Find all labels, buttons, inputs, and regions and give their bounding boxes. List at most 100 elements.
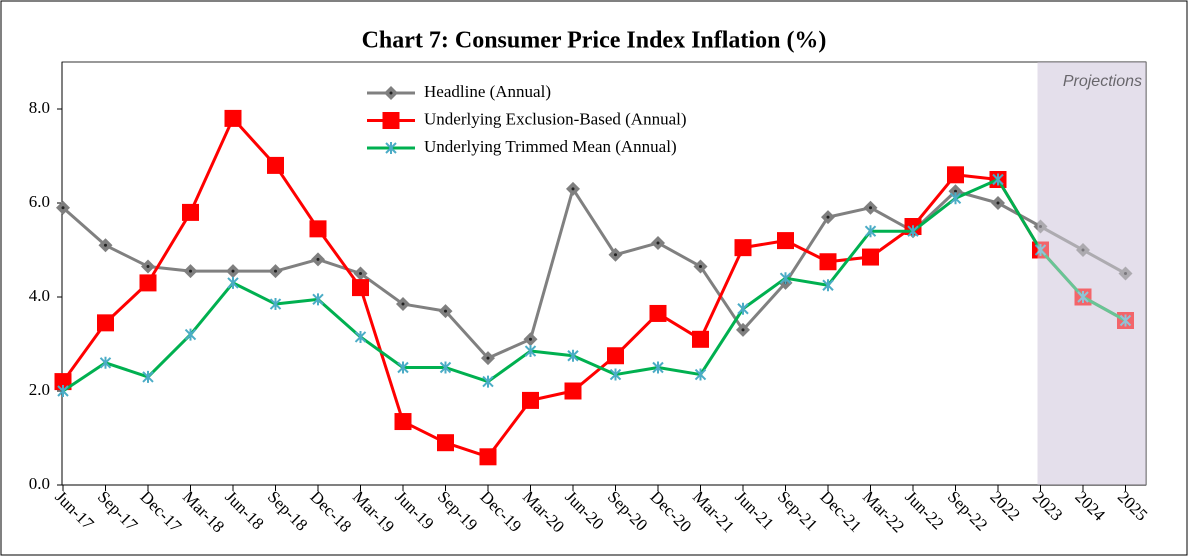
marker bbox=[269, 298, 282, 311]
marker-shape bbox=[142, 370, 154, 383]
marker-shape bbox=[864, 225, 877, 238]
marker bbox=[481, 351, 495, 366]
plot-border bbox=[61, 61, 1147, 486]
marker bbox=[139, 274, 157, 292]
marker bbox=[649, 304, 667, 322]
marker-dot bbox=[826, 215, 830, 219]
y-tick-label: 8.0 bbox=[29, 98, 50, 117]
marker bbox=[609, 368, 622, 381]
y-tick-label: 4.0 bbox=[29, 286, 50, 305]
marker bbox=[523, 332, 538, 347]
marker bbox=[385, 142, 397, 154]
marker bbox=[142, 370, 154, 383]
projection-label: Projections bbox=[1063, 73, 1142, 90]
marker-dot bbox=[104, 243, 107, 247]
marker-shape bbox=[1034, 244, 1047, 256]
marker bbox=[439, 361, 452, 374]
marker-dot bbox=[486, 356, 490, 360]
marker-dot bbox=[359, 272, 362, 275]
marker-dot bbox=[614, 253, 617, 257]
marker-shape bbox=[1119, 314, 1132, 327]
marker-shape bbox=[57, 385, 69, 397]
marker bbox=[736, 322, 750, 337]
marker bbox=[482, 375, 494, 388]
marker bbox=[949, 192, 962, 205]
marker-shape bbox=[652, 361, 664, 374]
y-tick-label: 2.0 bbox=[29, 380, 50, 399]
marker bbox=[396, 297, 410, 312]
marker-dot bbox=[996, 201, 1000, 205]
projection-overlay bbox=[1037, 62, 1146, 485]
marker-shape bbox=[385, 142, 397, 154]
marker-dot bbox=[146, 264, 150, 268]
marker-dot bbox=[274, 269, 277, 273]
marker bbox=[437, 434, 454, 452]
marker-dot bbox=[401, 302, 405, 306]
marker-dot bbox=[389, 91, 393, 95]
marker bbox=[384, 86, 398, 100]
marker-shape bbox=[397, 361, 409, 374]
marker bbox=[522, 391, 539, 409]
marker bbox=[57, 385, 69, 397]
marker bbox=[821, 210, 835, 225]
marker bbox=[863, 200, 878, 215]
marker-dot bbox=[1081, 248, 1085, 252]
marker bbox=[862, 248, 879, 266]
marker-dot bbox=[189, 269, 192, 273]
marker-shape bbox=[609, 368, 622, 381]
marker bbox=[98, 238, 113, 253]
chart-title: Chart 7: Consumer Price Index Inflation … bbox=[362, 28, 827, 54]
marker bbox=[397, 361, 409, 374]
marker-shape bbox=[779, 272, 792, 285]
series-line bbox=[62, 178, 1127, 393]
marker-dot bbox=[869, 206, 872, 210]
marker-dot bbox=[529, 337, 532, 341]
marker-dot bbox=[571, 187, 575, 191]
marker bbox=[224, 109, 242, 127]
marker bbox=[607, 347, 624, 365]
marker bbox=[777, 232, 794, 250]
marker-shape bbox=[354, 330, 367, 343]
marker bbox=[354, 330, 367, 343]
marker bbox=[353, 266, 368, 281]
marker bbox=[227, 276, 239, 289]
marker bbox=[226, 264, 240, 279]
marker-dot bbox=[444, 309, 447, 313]
marker bbox=[652, 361, 664, 374]
legend-label: Underlying Exclusion-Based (Annual) bbox=[424, 109, 687, 128]
marker bbox=[1076, 243, 1090, 257]
marker-shape bbox=[312, 293, 324, 306]
marker bbox=[268, 264, 283, 279]
marker bbox=[352, 279, 369, 297]
marker-dot bbox=[741, 328, 745, 332]
marker bbox=[737, 302, 749, 315]
marker bbox=[311, 252, 325, 267]
marker bbox=[438, 304, 453, 319]
marker-shape bbox=[227, 276, 239, 289]
marker bbox=[99, 356, 112, 369]
legend-label: Underlying Trimmed Mean (Annual) bbox=[424, 137, 677, 156]
marker-shape bbox=[907, 225, 919, 238]
marker bbox=[651, 235, 665, 250]
marker bbox=[1118, 266, 1133, 281]
marker bbox=[991, 196, 1005, 210]
marker bbox=[734, 239, 752, 257]
marker-shape bbox=[482, 375, 494, 388]
marker bbox=[56, 200, 70, 215]
marker-shape bbox=[99, 356, 112, 369]
marker bbox=[267, 156, 284, 174]
marker-shape bbox=[567, 349, 579, 362]
marker-dot bbox=[1124, 272, 1127, 275]
legend-label: Headline (Annual) bbox=[424, 82, 551, 101]
marker-shape bbox=[949, 192, 962, 205]
marker bbox=[692, 330, 709, 348]
marker-shape bbox=[184, 328, 197, 341]
marker bbox=[566, 181, 580, 196]
marker bbox=[182, 203, 199, 221]
marker bbox=[694, 368, 707, 381]
marker bbox=[779, 272, 792, 285]
marker bbox=[1119, 314, 1132, 327]
marker bbox=[479, 448, 497, 466]
marker bbox=[907, 225, 919, 238]
marker bbox=[992, 173, 1004, 186]
